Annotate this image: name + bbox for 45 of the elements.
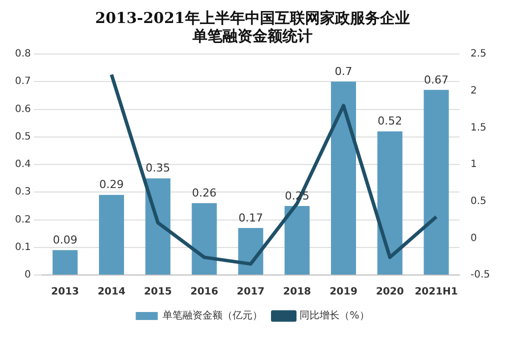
y2-tick-label: 0.5 xyxy=(470,196,486,207)
bar xyxy=(424,90,449,274)
y2-tick-label: 1.5 xyxy=(470,122,486,134)
data-label: 0.67 xyxy=(424,73,449,86)
x-tick-label: 2015 xyxy=(144,286,172,298)
y-tick-label: 0.7 xyxy=(14,76,31,88)
x-tick-label: 2013 xyxy=(51,286,80,298)
bar xyxy=(192,203,217,274)
y2-tick-label: 2 xyxy=(470,85,477,96)
data-label: 0.09 xyxy=(52,233,78,246)
x-tick-label: 2019 xyxy=(330,286,358,298)
bar xyxy=(98,194,124,274)
y-tick-label: 0.3 xyxy=(14,186,31,198)
bar xyxy=(284,206,310,274)
y-tick-label: 0.1 xyxy=(14,242,31,253)
legend-label: 同比增长（%） xyxy=(300,310,370,322)
x-tick-label: 2017 xyxy=(236,286,265,298)
bar xyxy=(52,250,78,274)
bar xyxy=(238,228,264,274)
bar xyxy=(377,131,402,274)
chart-title: 2013-2021年上半年中国互联网家政服务企业单笔融资金额统计 xyxy=(95,8,410,45)
data-label: 0.7 xyxy=(334,64,352,78)
y-tick-label: 0.8 xyxy=(14,48,31,60)
data-label: 0.35 xyxy=(146,162,170,175)
y2-tick-label: 2.5 xyxy=(470,48,486,60)
x-tick-label: 2014 xyxy=(98,286,126,298)
bar xyxy=(145,178,170,274)
y2-tick-label: -0.5 xyxy=(470,270,490,281)
x-tick-label: 2016 xyxy=(190,286,218,298)
legend-label: 单笔融资金额（亿元） xyxy=(162,310,263,322)
y-tick-label: 0.4 xyxy=(14,159,31,170)
y-tick-label: 0.2 xyxy=(14,214,31,226)
data-label: 0.26 xyxy=(192,186,217,200)
bar xyxy=(330,82,356,274)
y2-tick-label: 1 xyxy=(470,159,477,170)
data-label: 0.29 xyxy=(99,178,124,192)
y2-tick-label: 0 xyxy=(470,232,477,244)
data-label: 0.52 xyxy=(378,114,402,128)
y-tick-label: 0 xyxy=(24,270,31,281)
y-tick-label: 0.6 xyxy=(14,104,31,115)
data-label: 0.17 xyxy=(238,211,263,224)
y-tick-label: 0.5 xyxy=(14,131,31,142)
x-tick-label: 2018 xyxy=(283,286,312,298)
x-tick-label: 2020 xyxy=(376,286,404,298)
x-tick-label: 2021H1 xyxy=(414,286,458,298)
